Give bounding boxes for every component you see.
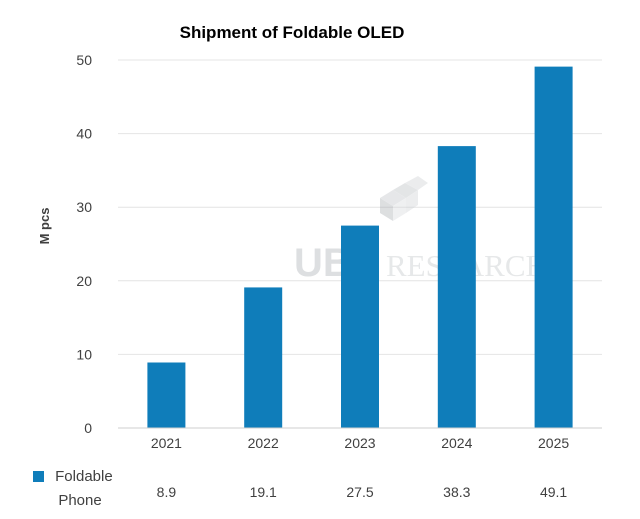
gridlines [118,59,602,355]
data-table-value: 38.3 [443,484,470,500]
legend-label: Foldable Phone [55,468,117,509]
x-tick-label: 2024 [441,435,472,451]
x-axis-ticks: 2021 2022 2023 2024 2025 [151,435,570,451]
data-table-value: 8.9 [157,484,177,500]
y-tick-label: 10 [76,346,92,362]
x-tick-label: 2025 [538,435,569,451]
bar-2021 [147,362,186,428]
x-tick-label: 2021 [151,435,182,451]
legend-label-line-1: Foldable [55,468,113,485]
watermark: UBI RESEARCH [294,176,548,285]
watermark-cube-icon [380,176,428,221]
bar-2023 [341,225,379,428]
data-table-values: 8.9 19.1 27.5 38.3 49.1 [157,484,568,500]
bars [147,66,573,429]
y-axis-label: M pcs [37,208,52,245]
x-tick-label: 2022 [248,435,279,451]
x-tick-label: 2023 [344,435,375,451]
y-tick-label: 30 [76,199,92,215]
y-tick-label: 20 [76,273,92,289]
bar-2024 [437,146,476,428]
legend-swatch [33,471,44,482]
bar-2025 [534,66,573,429]
y-tick-label: 40 [76,126,92,142]
data-table-value: 49.1 [540,484,567,500]
legend-label-line-2: Phone [58,492,101,509]
y-tick-label: 0 [84,420,92,436]
y-axis-ticks: 0 10 20 30 40 50 [76,52,92,436]
data-table-value: 19.1 [250,484,277,500]
data-table-value: 27.5 [346,484,373,500]
bar-2022 [244,287,283,428]
legend-table: Foldable Phone [33,468,117,509]
chart-title: Shipment of Foldable OLED [180,23,405,42]
y-tick-label: 50 [76,52,92,68]
